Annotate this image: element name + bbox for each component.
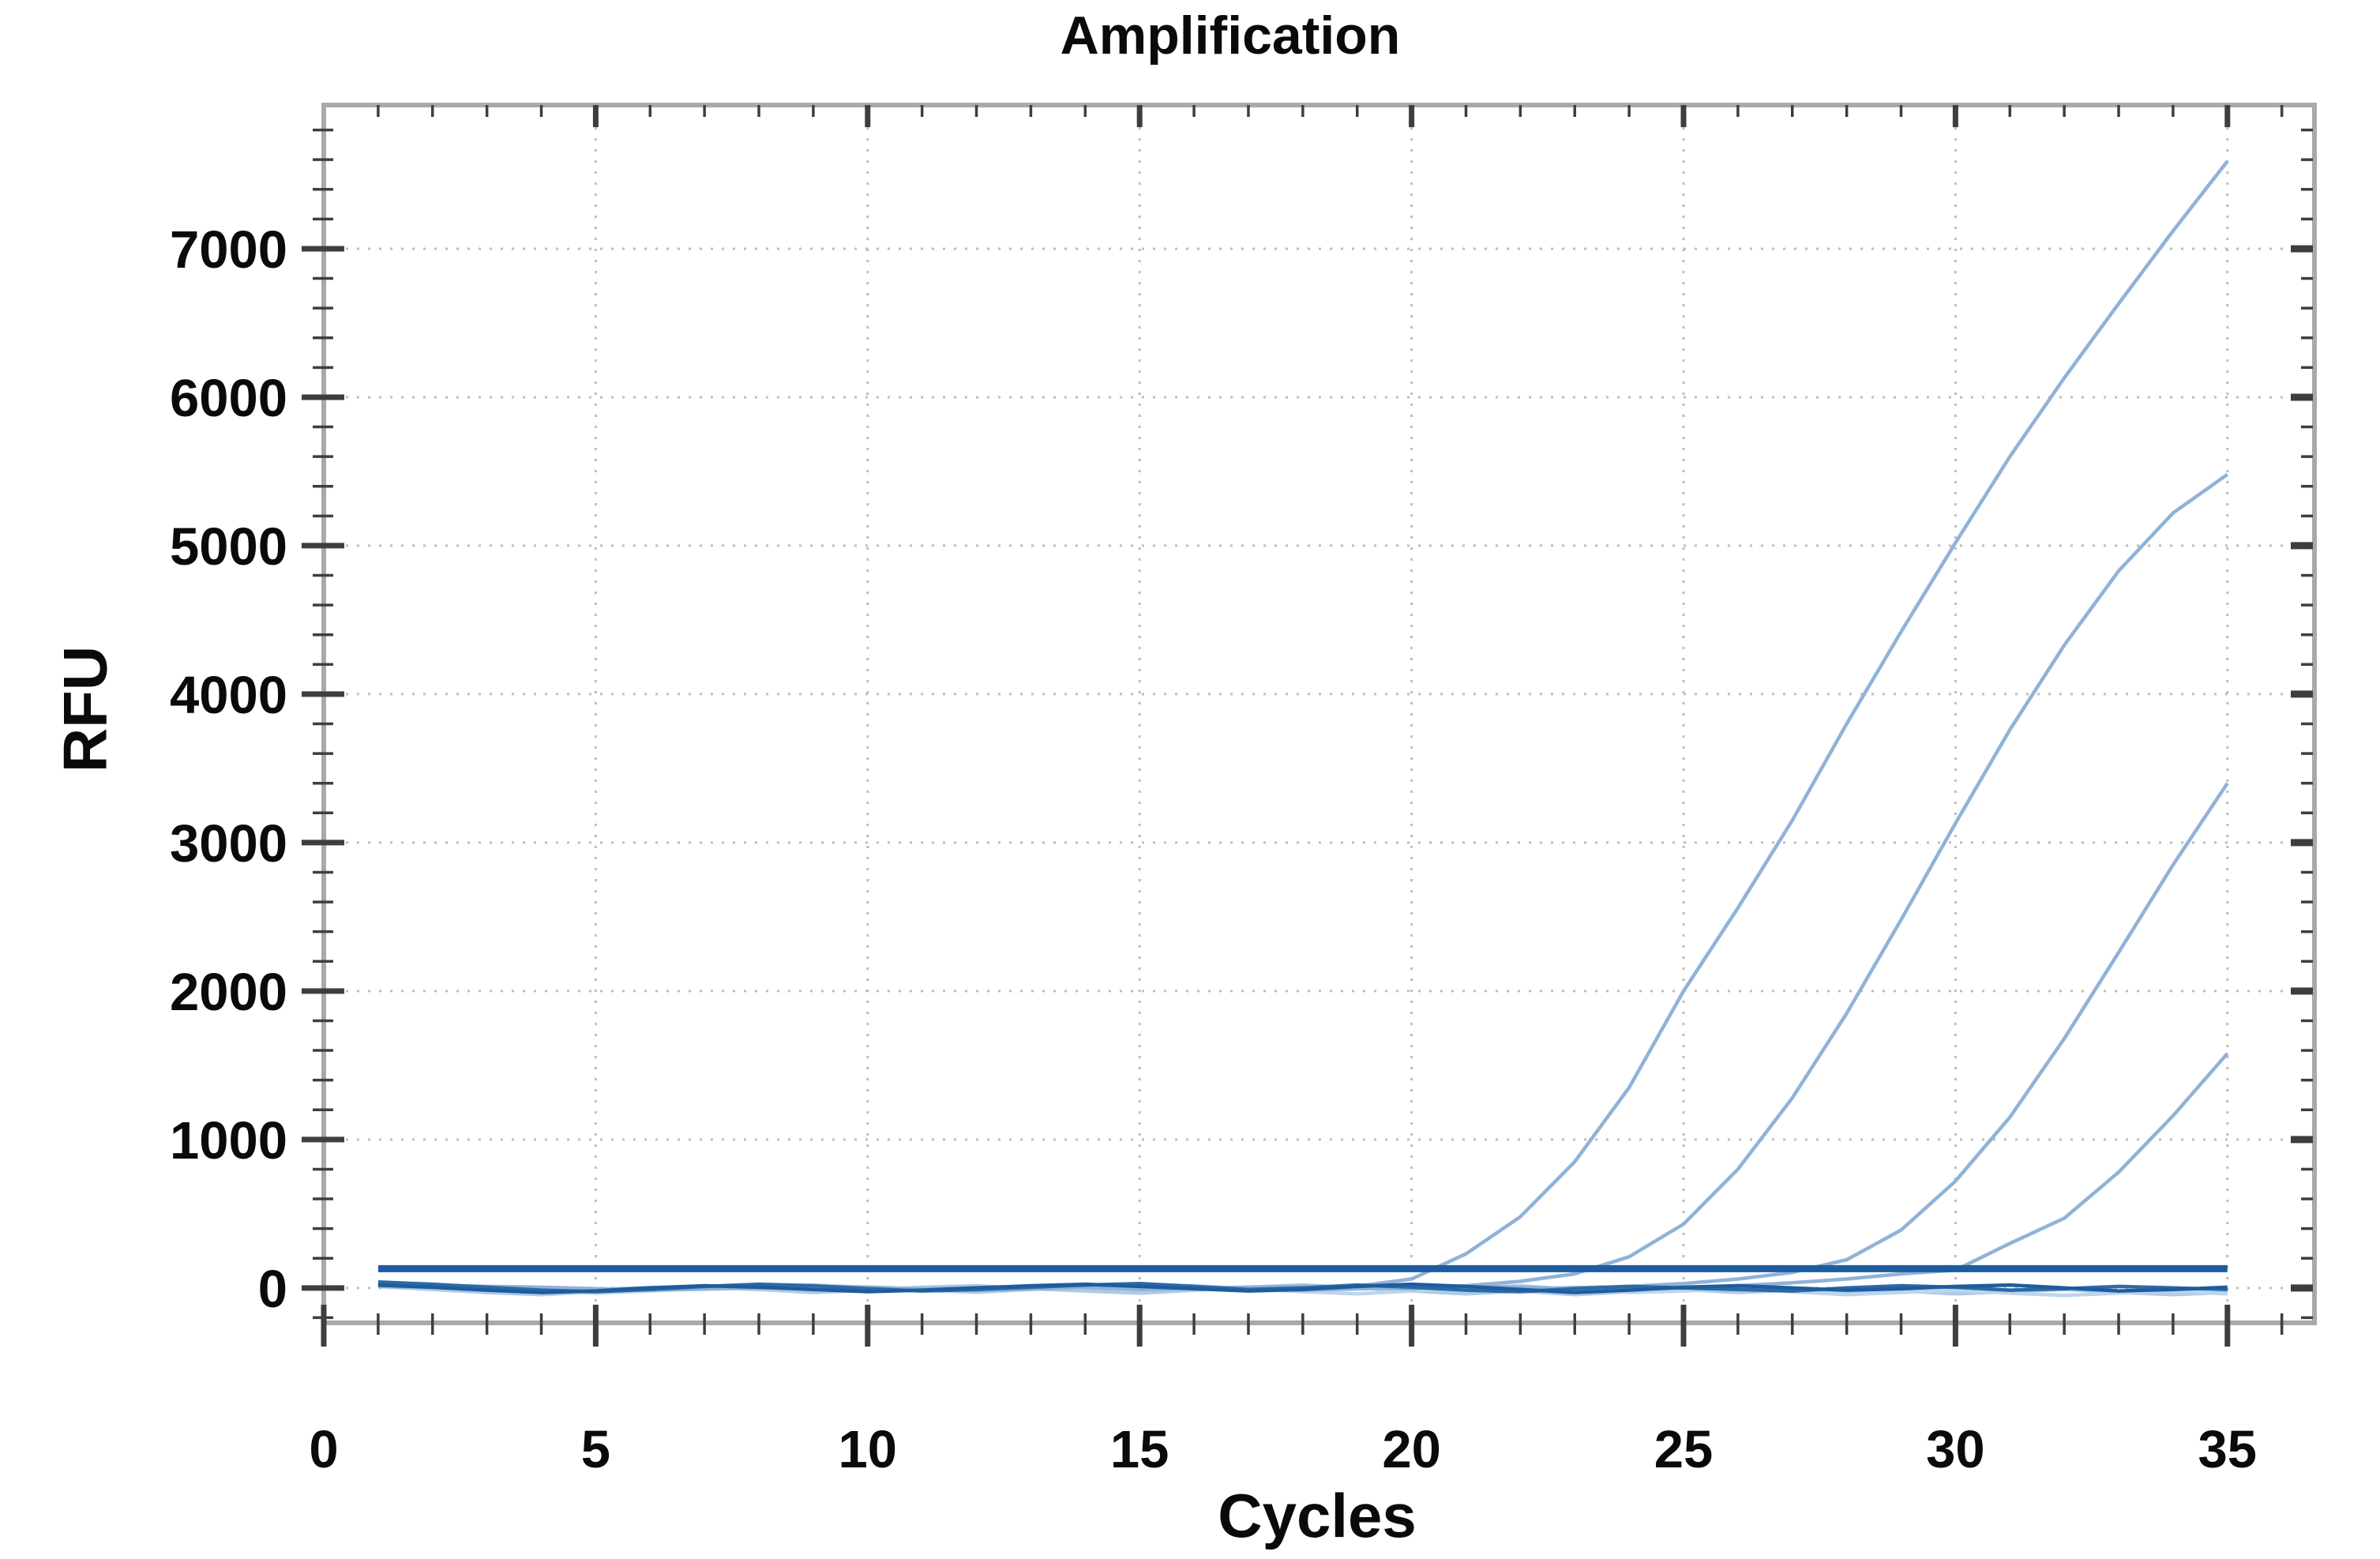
axis-frame (321, 103, 2317, 1325)
series-negative-dark-2 (377, 1282, 2228, 1294)
series-sample-ct30 (377, 1052, 2229, 1293)
y-tick-label: 4000 (170, 666, 287, 725)
x-tick-label: 25 (1654, 1420, 1714, 1479)
x-axis-title: Cycles (1218, 1481, 1417, 1550)
y-tick-label: 1000 (170, 1111, 287, 1170)
y-tick-label: 0 (258, 1260, 287, 1319)
x-tick-label: 30 (1926, 1420, 1985, 1479)
x-tick-label: 35 (2198, 1420, 2258, 1479)
y-tick-label: 2000 (170, 963, 287, 1022)
x-tick-label: 5 (581, 1420, 610, 1479)
y-tick-label: 7000 (170, 220, 287, 280)
series-sample-ct20 (377, 160, 2229, 1292)
x-tick-label: 15 (1110, 1420, 1169, 1479)
chart-title: Amplification (1060, 6, 1401, 66)
series-sample-ct24 (377, 472, 2229, 1292)
x-tick-label: 20 (1382, 1420, 1441, 1479)
x-tick-label: 0 (309, 1420, 338, 1479)
y-tick-label: 5000 (170, 517, 287, 577)
series-sample-ct28 (377, 782, 2229, 1293)
x-tick-label: 10 (839, 1420, 898, 1479)
y-tick-label: 3000 (170, 814, 287, 873)
y-tick-label: 6000 (170, 369, 287, 428)
